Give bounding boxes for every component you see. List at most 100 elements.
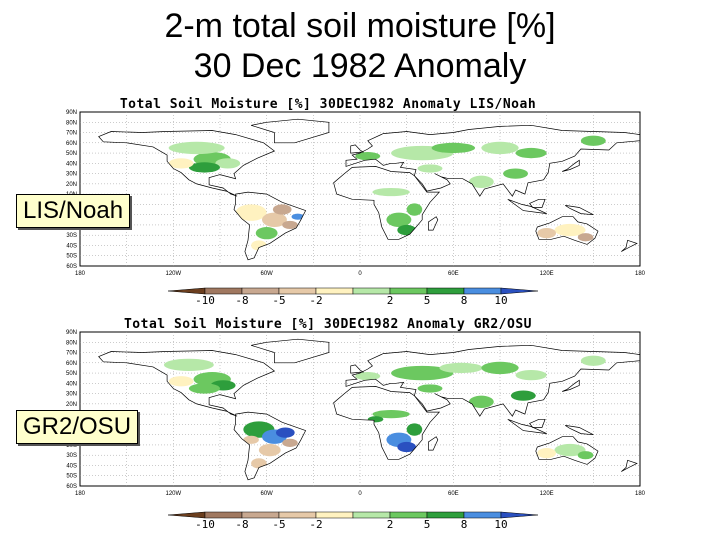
lat-tick-label: 30N <box>66 172 77 178</box>
soil-moisture-map: 90N80N70N60N50N40N30N20N10NEQ10S20S30S40… <box>66 330 646 497</box>
lon-tick-label: 60W <box>260 271 273 277</box>
anomaly-patch <box>164 358 214 372</box>
anomaly-patch <box>386 212 412 227</box>
coastline-africa <box>333 166 441 240</box>
coastline-nz <box>621 459 638 472</box>
coastline-north-america <box>98 130 276 197</box>
anomaly-patch <box>481 361 519 375</box>
coastline-borneo <box>529 198 546 208</box>
lat-tick-label: 70N <box>66 131 77 137</box>
anomaly-patch <box>355 372 381 381</box>
coastline-indonesia <box>507 418 547 434</box>
legend-swatch <box>500 287 539 295</box>
legend-label: 5 <box>424 294 431 307</box>
coastline-north-america <box>98 350 276 417</box>
color-legend: -10 -8 -5 -2 2 5 8 10 <box>167 287 539 307</box>
slide-title-line2: 30 Dec 1982 Anomaly <box>193 47 527 85</box>
anomaly-patch <box>291 213 304 220</box>
anomaly-patch <box>577 451 594 460</box>
lat-tick-label: 50N <box>66 151 77 157</box>
anomaly-patch <box>406 423 423 436</box>
legend-label: -8 <box>235 518 248 531</box>
lat-tick-label: 20N <box>66 182 77 188</box>
coastline-south-america <box>233 411 307 481</box>
lat-tick-label: 40S <box>66 243 77 249</box>
legend-label: -8 <box>235 294 248 307</box>
lon-tick-label: 0 <box>358 271 362 277</box>
anomaly-patch <box>372 410 410 419</box>
anomaly-patch <box>262 212 287 227</box>
lon-tick-label: 120E <box>540 271 554 277</box>
anomaly-patch <box>503 168 528 179</box>
lat-tick-label: 60N <box>66 141 77 147</box>
anomaly-patch <box>406 203 423 216</box>
lat-tick-label: 40N <box>66 381 77 387</box>
lat-tick-label: 40N <box>66 161 77 167</box>
map-title: Total Soil Moisture [%] 30DEC1982 Anomal… <box>119 97 537 112</box>
legend-label: 8 <box>461 518 468 531</box>
anomaly-patch <box>355 152 381 161</box>
slide-title-line1: 2-m total soil moisture [%] <box>164 7 556 45</box>
lat-tick-label: 30S <box>66 453 77 459</box>
anomaly-patch <box>188 162 220 173</box>
lat-tick-label: 90N <box>66 330 77 336</box>
lat-tick-label: 50N <box>66 371 77 377</box>
coastline-australia <box>535 216 599 245</box>
coastline-new-guinea <box>565 205 594 216</box>
anomaly-patch <box>168 158 194 169</box>
anomaly-patch <box>537 448 556 459</box>
anomaly-patch <box>243 435 259 444</box>
lat-tick-label: 30S <box>66 233 77 239</box>
lat-tick-label: 90N <box>66 110 77 116</box>
anomaly-patch <box>215 158 241 169</box>
lat-tick-label: 80N <box>66 340 77 346</box>
legend-label: -5 <box>272 294 285 307</box>
anomaly-patch <box>431 142 476 154</box>
legend-label: 2 <box>387 294 394 307</box>
lon-tick-label: 0 <box>358 491 362 497</box>
anomaly-field <box>164 355 606 469</box>
legend-swatch <box>426 511 465 519</box>
anomaly-patch <box>168 376 194 387</box>
legend-label: 10 <box>494 518 507 531</box>
coastline-madagascar <box>428 436 439 451</box>
anomaly-patch <box>577 233 594 242</box>
lon-tick-label: 60W <box>260 491 273 497</box>
lon-tick-label: 60E <box>448 271 459 277</box>
anomaly-patch <box>188 383 220 394</box>
anomaly-patch <box>515 147 547 159</box>
legend-swatch <box>352 287 391 295</box>
lon-tick-label: 120W <box>165 271 181 277</box>
legend-swatch <box>389 287 428 295</box>
legend-label: 5 <box>424 518 431 531</box>
lon-tick-label: 60E <box>448 491 459 497</box>
lon-tick-label: 180 <box>75 271 86 277</box>
map-title: Total Soil Moisture [%] 30DEC1982 Anomal… <box>123 317 532 332</box>
model-tag: GR2/OSU <box>16 410 139 444</box>
anomaly-patch <box>537 228 556 239</box>
legend-swatch <box>389 511 428 519</box>
coastline-uk <box>350 144 365 154</box>
coastline-nz <box>621 239 638 252</box>
anomaly-patch <box>235 204 267 221</box>
lat-tick-label: 60S <box>66 484 77 490</box>
coastline-japan <box>562 379 580 392</box>
anomaly-patch <box>580 135 606 146</box>
slide-title: 2-m total soil moisture [%] 30 Dec 1982 … <box>0 6 720 86</box>
lat-tick-label: 20S <box>66 443 77 449</box>
legend-label: 10 <box>494 294 507 307</box>
coastline-uk <box>350 364 365 374</box>
anomaly-patch <box>272 204 292 215</box>
anomaly-patch <box>481 141 519 155</box>
anomaly-patch <box>417 164 443 173</box>
anomaly-patch <box>391 365 454 381</box>
map-frame <box>79 331 641 487</box>
coastline-africa <box>333 386 441 460</box>
anomaly-patch <box>417 384 443 393</box>
lon-tick-label: 180 <box>75 491 86 497</box>
anomaly-patch <box>372 187 410 197</box>
coastline-greenland <box>250 338 330 364</box>
lon-tick-label: 180 <box>635 491 646 497</box>
coastline-japan <box>562 159 580 172</box>
lat-tick-label: 30N <box>66 392 77 398</box>
